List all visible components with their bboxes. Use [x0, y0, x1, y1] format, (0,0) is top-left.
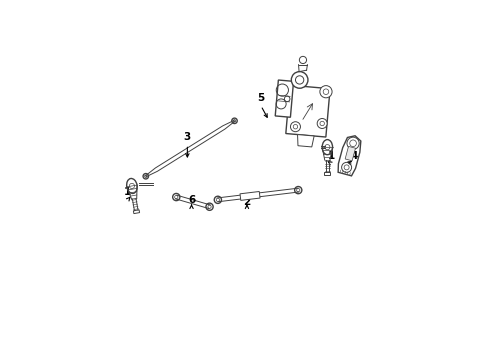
Polygon shape	[345, 147, 355, 161]
Circle shape	[299, 57, 307, 64]
Circle shape	[317, 118, 327, 129]
Text: 3: 3	[184, 132, 191, 141]
Circle shape	[292, 72, 308, 88]
Polygon shape	[286, 85, 330, 137]
Text: 1: 1	[328, 151, 335, 161]
Text: 1: 1	[124, 187, 131, 197]
Text: 2: 2	[244, 197, 250, 207]
Text: 5: 5	[257, 93, 265, 103]
Polygon shape	[240, 192, 260, 201]
Text: 4: 4	[350, 151, 357, 161]
Text: 6: 6	[188, 195, 195, 205]
Circle shape	[320, 86, 332, 98]
Polygon shape	[297, 135, 314, 147]
Circle shape	[291, 122, 300, 132]
Polygon shape	[338, 136, 361, 176]
Polygon shape	[275, 80, 294, 117]
